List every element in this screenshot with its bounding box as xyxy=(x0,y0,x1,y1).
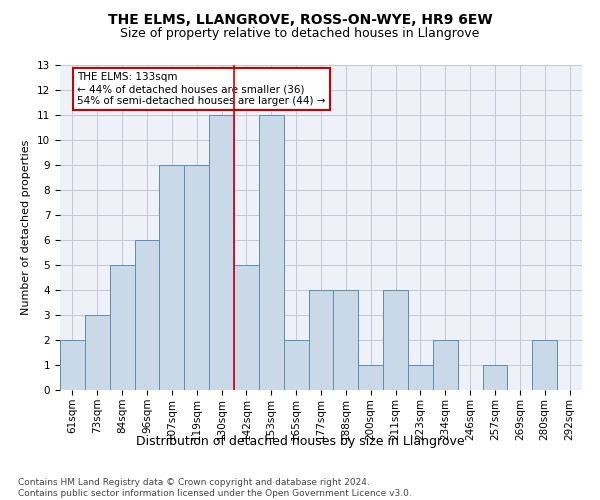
Bar xyxy=(284,340,308,390)
Bar xyxy=(433,340,458,390)
Bar xyxy=(383,290,408,390)
Bar xyxy=(134,240,160,390)
Bar xyxy=(532,340,557,390)
Text: THE ELMS, LLANGROVE, ROSS-ON-WYE, HR9 6EW: THE ELMS, LLANGROVE, ROSS-ON-WYE, HR9 6E… xyxy=(107,12,493,26)
Text: Size of property relative to detached houses in Llangrove: Size of property relative to detached ho… xyxy=(121,28,479,40)
Text: Distribution of detached houses by size in Llangrove: Distribution of detached houses by size … xyxy=(136,435,464,448)
Bar xyxy=(209,115,234,390)
Bar xyxy=(334,290,358,390)
Bar xyxy=(234,265,259,390)
Bar xyxy=(110,265,134,390)
Bar xyxy=(482,365,508,390)
Bar xyxy=(408,365,433,390)
Text: Contains HM Land Registry data © Crown copyright and database right 2024.
Contai: Contains HM Land Registry data © Crown c… xyxy=(18,478,412,498)
Text: THE ELMS: 133sqm
← 44% of detached houses are smaller (36)
54% of semi-detached : THE ELMS: 133sqm ← 44% of detached house… xyxy=(77,72,325,106)
Bar xyxy=(160,165,184,390)
Y-axis label: Number of detached properties: Number of detached properties xyxy=(22,140,31,315)
Bar xyxy=(358,365,383,390)
Bar xyxy=(85,315,110,390)
Bar xyxy=(259,115,284,390)
Bar xyxy=(308,290,334,390)
Bar xyxy=(184,165,209,390)
Bar xyxy=(60,340,85,390)
